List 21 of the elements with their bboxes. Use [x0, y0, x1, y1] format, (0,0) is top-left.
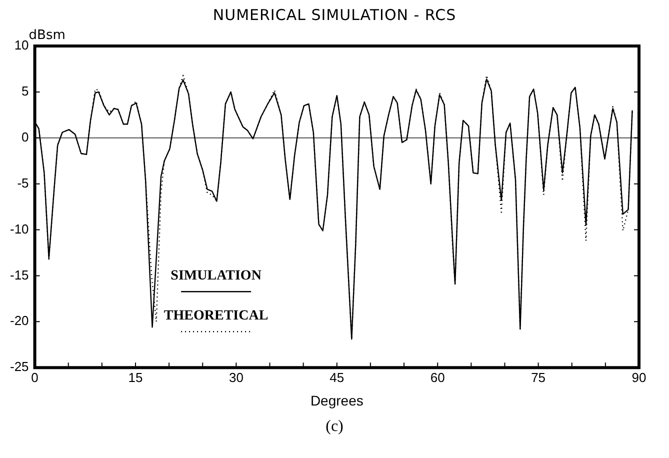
x-tick-label: 15: [128, 370, 143, 385]
y-tick-label: 0: [22, 129, 29, 144]
y-tick-label: -25: [10, 359, 29, 374]
x-tick-label: 75: [531, 370, 546, 385]
y-tick-label: 5: [22, 84, 29, 99]
y-tick-label: -15: [10, 267, 29, 282]
x-tick-label: 90: [632, 370, 646, 385]
x-tick-label: 30: [228, 370, 244, 385]
series-label: SIMULATION: [170, 268, 262, 284]
y-tick-label: 10: [14, 38, 29, 53]
x-tick-label: 45: [330, 370, 344, 385]
x-axis-title: Degrees: [310, 392, 364, 408]
chart-title: NUMERICAL SIMULATION - RCS: [212, 6, 458, 24]
x-tick-label: 0: [31, 370, 38, 385]
y-tick-label: -5: [17, 175, 29, 190]
y-tick-label: -20: [10, 313, 29, 328]
y-axis-title: dBsm: [28, 28, 66, 43]
series-label: THEORETICAL: [164, 308, 268, 324]
text: (c): [324, 418, 344, 436]
x-tick-label: 60: [430, 370, 445, 385]
y-tick-label: -10: [10, 221, 29, 236]
